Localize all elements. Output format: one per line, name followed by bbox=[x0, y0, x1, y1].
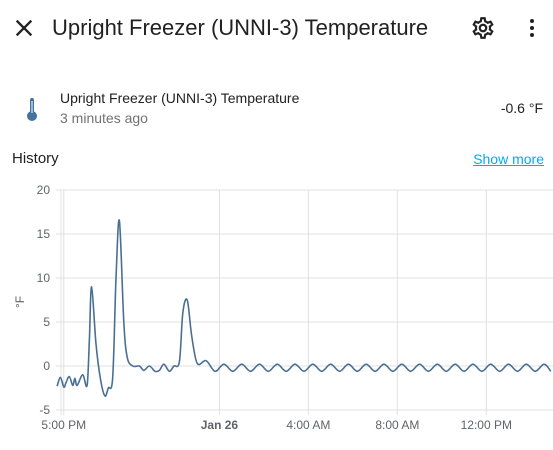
more-vertical-icon[interactable] bbox=[520, 16, 544, 40]
entity-state-value: -0.6 °F bbox=[500, 100, 543, 116]
x-tick-label: 5:00 PM bbox=[41, 418, 86, 432]
y-tick-label: -5 bbox=[39, 403, 50, 417]
y-tick-label: 20 bbox=[37, 183, 51, 197]
dialog-title: Upright Freezer (UNNI-3) Temperature bbox=[52, 15, 429, 40]
y-tick-label: 0 bbox=[43, 359, 50, 373]
thermometer-icon bbox=[27, 98, 37, 121]
show-more-link[interactable]: Show more bbox=[473, 151, 544, 167]
entity-row[interactable]: Upright Freezer (UNNI-3) Temperature 3 m… bbox=[0, 84, 553, 134]
dialog-header: Upright Freezer (UNNI-3) Temperature bbox=[0, 0, 553, 56]
history-heading: History bbox=[12, 150, 59, 167]
close-icon[interactable] bbox=[10, 14, 38, 42]
y-tick-label: 15 bbox=[37, 227, 51, 241]
x-tick-label: 12:00 PM bbox=[461, 418, 512, 432]
entity-last-changed: 3 minutes ago bbox=[60, 110, 148, 126]
y-axis-ticks: -5 0 5 10 15 20 bbox=[37, 183, 51, 417]
x-axis-ticks: 5:00 PM Jan 26 4:00 AM 8:00 AM 12:00 PM bbox=[41, 418, 512, 432]
gear-icon[interactable] bbox=[470, 15, 496, 41]
chart-grid bbox=[56, 189, 553, 415]
x-tick-label: 4:00 AM bbox=[286, 418, 330, 432]
entity-name: Upright Freezer (UNNI-3) Temperature bbox=[60, 90, 300, 106]
y-tick-label: 10 bbox=[37, 271, 51, 285]
x-tick-label: 8:00 AM bbox=[375, 418, 419, 432]
y-axis-label: °F bbox=[13, 296, 27, 308]
x-tick-label: Jan 26 bbox=[201, 418, 239, 432]
y-tick-label: 5 bbox=[43, 315, 50, 329]
chart-series bbox=[56, 219, 552, 397]
history-chart: -5 0 5 10 15 20 5:00 PM Jan 26 4:00 AM 8:00 AM 12… bbox=[13, 183, 553, 432]
temperature-series-line[interactable] bbox=[56, 219, 552, 397]
